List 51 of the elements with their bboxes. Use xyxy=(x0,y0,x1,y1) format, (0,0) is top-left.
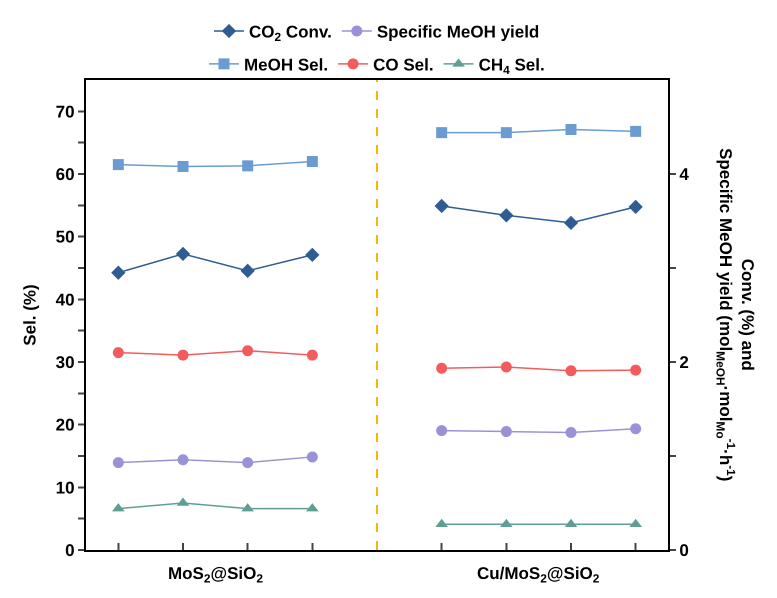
point xyxy=(500,426,512,438)
point xyxy=(500,127,512,138)
legend-label: MeOH Sel. xyxy=(244,56,328,75)
y-tick-label: 20 xyxy=(56,416,75,435)
y2-tick-label: 2 xyxy=(679,352,689,372)
point xyxy=(178,350,188,361)
point xyxy=(306,156,318,167)
point xyxy=(564,216,578,230)
legend-label: Specific MeOH yield xyxy=(376,22,540,42)
y2-tick-label: 0 xyxy=(679,540,689,560)
point xyxy=(630,126,642,137)
legend-label: CH$_{4}$ Sel. xyxy=(478,56,545,78)
point xyxy=(500,362,512,373)
point xyxy=(306,350,318,361)
text: MoS$_{2}$@SiO$_{2}$ xyxy=(168,564,264,586)
legend-label: CO$_{2}$ Conv. xyxy=(249,22,332,44)
point xyxy=(111,266,126,280)
point xyxy=(242,160,254,172)
legend-label: CO Sel. xyxy=(373,56,434,75)
y-tick-label: 10 xyxy=(56,478,75,498)
point xyxy=(242,345,254,356)
point xyxy=(630,423,642,434)
point xyxy=(436,425,448,436)
point xyxy=(240,264,255,278)
y-tick-label: 60 xyxy=(56,164,75,184)
point xyxy=(306,451,318,462)
point xyxy=(436,362,448,374)
point xyxy=(628,200,643,214)
point xyxy=(242,457,254,468)
point xyxy=(112,159,124,170)
y-tick-label: 70 xyxy=(56,102,75,122)
point xyxy=(178,454,188,466)
y-tick-label: 40 xyxy=(56,290,75,310)
point xyxy=(499,208,514,223)
y2-tick-label: 4 xyxy=(679,164,690,184)
point xyxy=(112,347,124,358)
y-tick-label: 30 xyxy=(56,352,75,372)
text: Cu/MoS$_{2}$@SiO$_{2}$ xyxy=(477,564,600,586)
point xyxy=(566,427,576,438)
point xyxy=(176,246,190,262)
y-axis-title: Sel. (%) xyxy=(20,284,40,346)
point xyxy=(436,127,448,138)
y-tick-label: 0 xyxy=(65,540,75,560)
point xyxy=(305,248,320,262)
point xyxy=(566,365,576,376)
point xyxy=(566,124,576,136)
point xyxy=(112,457,124,468)
point xyxy=(630,364,642,376)
point xyxy=(178,160,188,172)
point xyxy=(434,198,449,214)
y-tick-label: 50 xyxy=(56,228,75,247)
